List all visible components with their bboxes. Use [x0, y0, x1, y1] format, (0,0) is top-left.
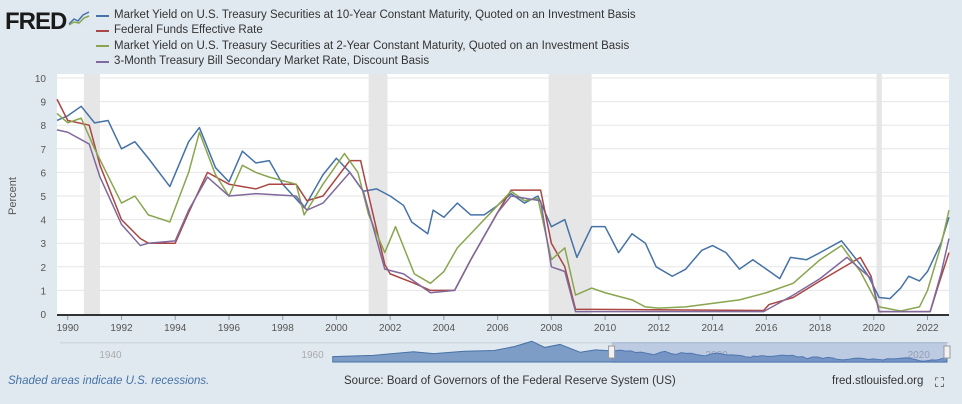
x-tick-label: 2008 — [540, 323, 563, 334]
series-line-3 — [56, 129, 950, 313]
recession-band — [548, 74, 592, 314]
recession-band — [876, 74, 882, 314]
legend-swatch — [96, 60, 109, 63]
plot-background — [57, 74, 949, 315]
y-tick-label: 8 — [40, 121, 46, 132]
y-axis-label: Percent — [7, 177, 19, 215]
source-text: Source: Board of Governors of the Federa… — [344, 375, 676, 387]
recession-band — [83, 74, 100, 314]
legend-item-3m[interactable]: 3-Month Treasury Bill Secondary Market R… — [96, 54, 636, 69]
x-tick-label: 2016 — [755, 323, 778, 334]
y-tick-label: 9 — [40, 98, 46, 109]
y-tick-label: 6 — [40, 168, 46, 179]
x-tick-label: 1990 — [57, 323, 80, 334]
x-tick-label: 1992 — [110, 323, 133, 334]
navigator-selection — [611, 342, 947, 363]
x-tick-label: 1996 — [218, 323, 241, 334]
series-line-0 — [56, 105, 950, 300]
legend-item-10y[interactable]: Market Yield on U.S. Treasury Securities… — [96, 8, 636, 23]
legend-swatch — [96, 29, 109, 32]
fullscreen-icon[interactable]: ⛶ — [935, 375, 945, 390]
legend-item-fedfunds[interactable]: Federal Funds Effective Rate — [96, 23, 636, 38]
y-tick-label: 4 — [40, 216, 46, 227]
y-tick-label: 2 — [40, 263, 46, 274]
x-tick-label: 2004 — [433, 323, 456, 334]
x-tick-label: 2020 — [863, 323, 886, 334]
x-tick-label: 2010 — [594, 323, 617, 334]
recession-note: Shaded areas indicate U.S. recessions. — [8, 375, 210, 387]
x-tick-label: 1998 — [272, 323, 295, 334]
recession-band — [368, 74, 388, 314]
navigator-tick-label: 2020 — [908, 350, 931, 361]
legend-label: Federal Funds Effective Rate — [114, 24, 263, 37]
navigator-handle[interactable] — [608, 345, 616, 359]
legend-label: Market Yield on U.S. Treasury Securities… — [114, 39, 630, 52]
legend-swatch — [96, 14, 109, 17]
legend-label: Market Yield on U.S. Treasury Securities… — [114, 9, 636, 21]
legend: Market Yield on U.S. Treasury Securities… — [96, 8, 636, 69]
fred-logo[interactable]: FRED — [5, 8, 67, 35]
x-tick-label: 2012 — [648, 323, 671, 334]
navigator-track — [60, 342, 949, 344]
series-line-1 — [56, 98, 950, 313]
y-tick-label: 7 — [40, 145, 46, 156]
x-tick-label: 2014 — [701, 323, 724, 334]
navigator-tick-label: 1940 — [99, 350, 122, 361]
x-tick-label: 2018 — [809, 323, 832, 334]
x-tick-label: 2022 — [916, 323, 939, 334]
y-tick-label: 3 — [40, 239, 46, 250]
x-tick-label: 2002 — [379, 323, 402, 334]
y-tick-label: 1 — [40, 286, 46, 297]
x-tick-label: 1994 — [164, 323, 187, 334]
legend-label: 3-Month Treasury Bill Secondary Market R… — [114, 54, 430, 67]
line-chart-icon — [68, 10, 90, 26]
legend-item-2y[interactable]: Market Yield on U.S. Treasury Securities… — [96, 39, 636, 54]
site-link[interactable]: fred.stlouisfed.org — [832, 375, 924, 387]
y-tick-label: 5 — [40, 192, 46, 203]
x-tick-label: 2006 — [487, 323, 510, 334]
y-tick-label: 0 — [40, 310, 46, 321]
navigator-handle[interactable] — [943, 345, 951, 359]
legend-swatch — [96, 45, 109, 48]
y-tick-label: 10 — [35, 74, 47, 85]
x-tick-label: 2000 — [325, 323, 348, 334]
series-line-2 — [56, 112, 950, 312]
navigator-tick-label: 1960 — [301, 350, 324, 361]
